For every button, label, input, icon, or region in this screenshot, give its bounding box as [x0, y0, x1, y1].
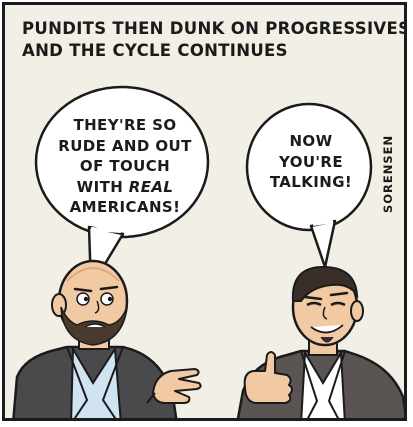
bubble-line: WITH REAL: [57, 177, 193, 198]
panel-caption: PUNDITS THEN DUNK ON PROGRESSIVES AND TH…: [22, 18, 407, 62]
caption-line: PUNDITS THEN DUNK ON PROGRESSIVES: [22, 19, 407, 38]
right-pundit-figure: [236, 265, 404, 418]
caption-line: AND THE CYCLE CONTINUES: [22, 41, 288, 60]
comic-panel: PUNDITS THEN DUNK ON PROGRESSIVES AND TH…: [2, 2, 407, 421]
left-bubble-text: THEY'RE SO RUDE AND OUT OF TOUCH WITH RE…: [57, 115, 193, 218]
right-speech-bubble: [245, 102, 373, 269]
bubble-word: WITH: [76, 177, 129, 196]
bubble-line: TALKING!: [269, 173, 353, 191]
emphasized-word: REAL: [128, 177, 174, 196]
bubble-line: NOW: [289, 132, 333, 150]
comic-artwork: [12, 85, 404, 418]
bubble-line: THEY'RE SO: [73, 116, 177, 134]
bubble-line: RUDE AND OUT: [58, 136, 192, 155]
left-pundit-figure: [12, 259, 202, 418]
right-bubble-text: NOW YOU'RE TALKING!: [263, 131, 359, 193]
bubble-line: AMERICANS!: [69, 198, 181, 216]
bubble-line: OF TOUCH: [79, 157, 171, 175]
bubble-line: YOU'RE: [278, 152, 344, 171]
artist-signature: SORENSEN: [381, 134, 395, 213]
